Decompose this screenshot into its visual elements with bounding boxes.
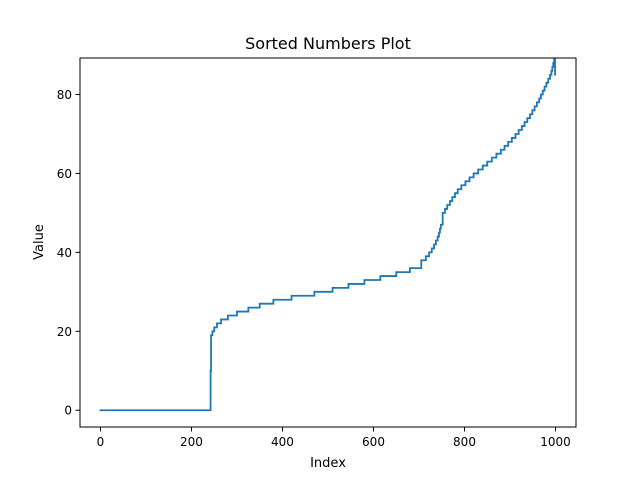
chart-title: Sorted Numbers Plot — [245, 34, 411, 53]
x-tick-label-1000: 1000 — [540, 435, 571, 449]
x-tick-label-0: 0 — [97, 435, 105, 449]
y-axis-label: Value — [32, 224, 47, 260]
x-tick-label-200: 200 — [180, 435, 203, 449]
y-tick-label-0: 0 — [64, 404, 72, 418]
y-tick-label-20: 20 — [57, 325, 72, 339]
y-tick-label-80: 80 — [57, 88, 72, 102]
plot-area: 0 200 400 600 800 1000 0 20 40 60 80 — [57, 57, 577, 449]
x-tick-label-400: 400 — [271, 435, 294, 449]
x-axis-label: Index — [310, 456, 346, 471]
plot-frame — [79, 57, 577, 428]
x-tick-label-800: 800 — [453, 435, 476, 449]
x-tick-label-600: 600 — [362, 435, 385, 449]
y-tick-label-40: 40 — [57, 246, 72, 260]
y-tick-label-60: 60 — [57, 167, 72, 181]
series-line-0 — [99, 58, 556, 412]
